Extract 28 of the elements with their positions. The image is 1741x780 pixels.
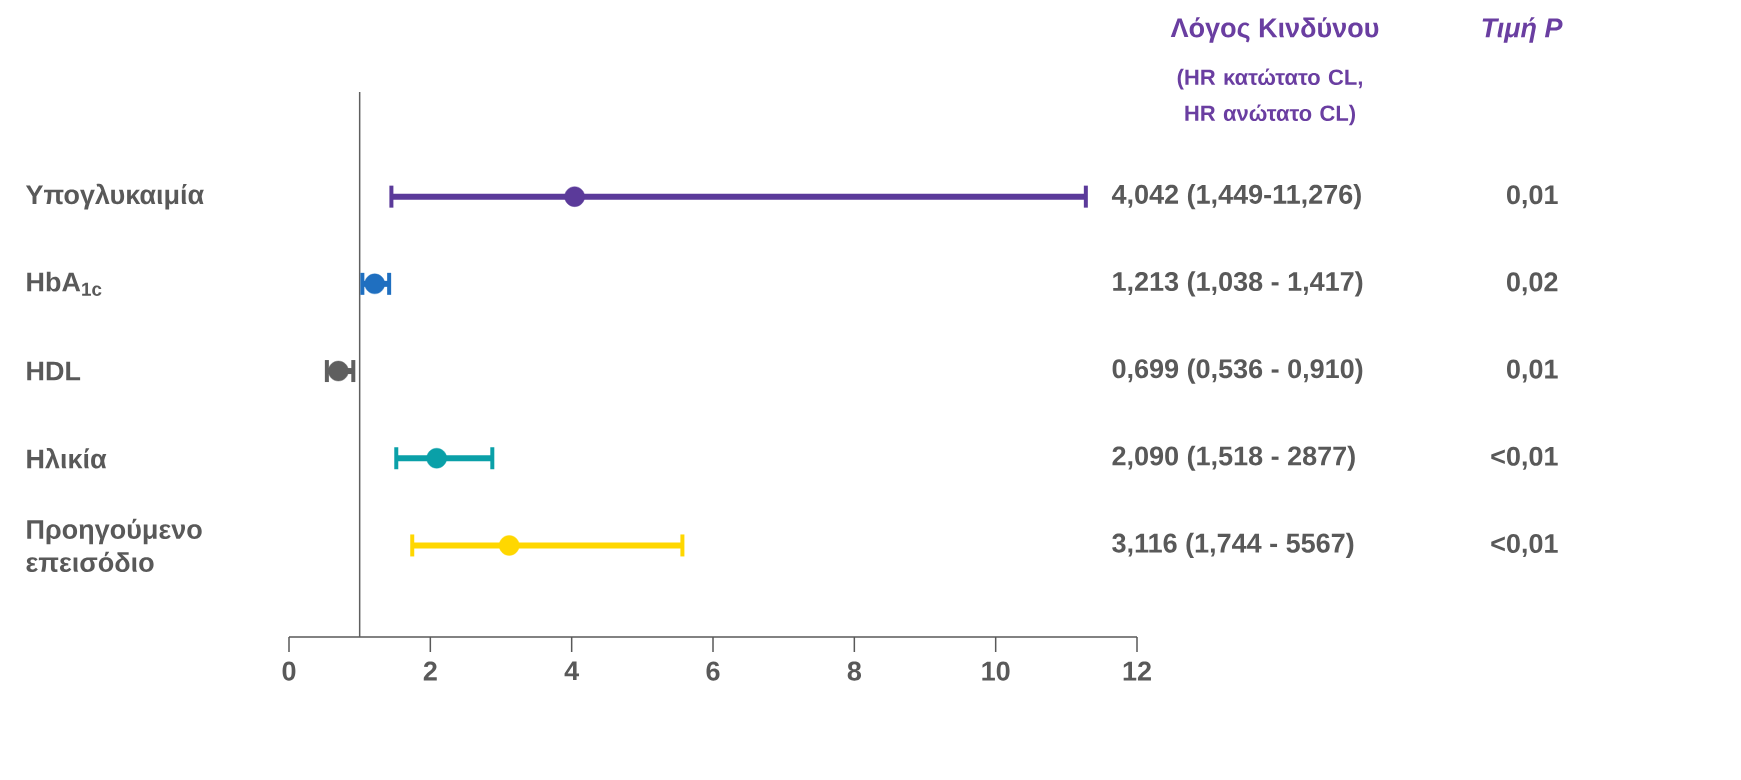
y-tick-label: Υπογλυκαιμία xyxy=(25,183,204,210)
data-label: 2,090 (1,518 - 2877) xyxy=(1112,445,1355,471)
x-tick-label: 8 xyxy=(847,661,862,681)
text: (HR κατώτατο CL, HR ανώτατο CL) xyxy=(1177,68,1362,126)
data-label: 0,699 (0,536 - 0,910) xyxy=(1112,358,1363,384)
point xyxy=(564,186,585,207)
text: <0,01 xyxy=(1491,533,1558,557)
y-tick-label: HDL xyxy=(27,361,81,381)
x-tick-label: 0 xyxy=(282,661,296,681)
x-tick-label: 12 xyxy=(1123,661,1151,681)
x-tick-label: 10 xyxy=(982,661,1010,681)
data-label: 1,213 (1,038 - 1,417) xyxy=(1113,271,1363,297)
text: 0,02 xyxy=(1506,272,1558,296)
x-tick-label: 6 xyxy=(706,661,720,681)
y-tick-label: HbA$_{1c}$ xyxy=(27,271,102,296)
x-tick-label: 2 xyxy=(423,661,437,681)
point xyxy=(426,448,447,469)
text: <0,01 xyxy=(1491,446,1558,470)
y-tick-label: Προηγούμενο επεισόδιο xyxy=(26,518,202,573)
text: Τιμή P xyxy=(1482,17,1563,43)
y-tick-label: Ηλικία xyxy=(27,447,107,469)
text: 0,01 xyxy=(1506,359,1558,383)
text: Λόγος Κινδύνου xyxy=(1170,17,1379,43)
point xyxy=(499,535,520,556)
data-label: 3,116 (1,744 - 5567) xyxy=(1112,532,1354,559)
data-label: 4,042 (1,449-11,276) xyxy=(1111,184,1361,210)
text: 0,01 xyxy=(1506,185,1558,209)
x-tick-label: 4 xyxy=(564,661,580,681)
